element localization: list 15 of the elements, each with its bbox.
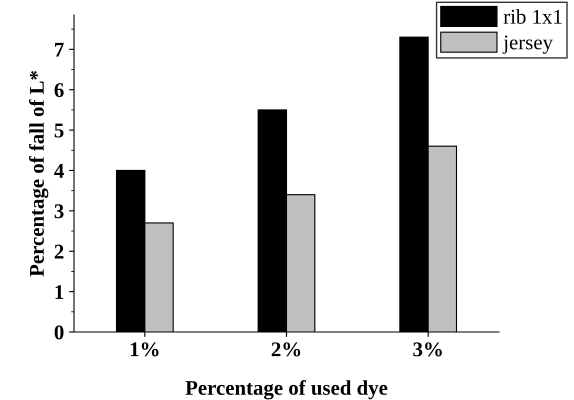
x-tick-label: 1% — [130, 342, 159, 356]
y-tick-label: 0 — [54, 325, 64, 340]
y-tick-label: 4 — [54, 164, 64, 178]
y-tick-label: 2 — [54, 244, 64, 258]
legend-label: jersey — [502, 35, 553, 54]
y-axis-title: Percentage of fall of L* — [29, 70, 48, 277]
y-tick-label: 5 — [54, 124, 64, 138]
y-tick-label: 6 — [54, 83, 64, 98]
y-tick-label: 3 — [54, 204, 64, 218]
y-tick-label: 7 — [55, 42, 64, 57]
y-tick-label: 1 — [56, 285, 64, 299]
legend-label: rib 1x1 — [504, 9, 562, 24]
x-tick-label: 2% — [272, 342, 300, 356]
x-tick-label: 3% — [413, 342, 442, 356]
x-axis-title: Percentage of used dye — [186, 380, 388, 400]
